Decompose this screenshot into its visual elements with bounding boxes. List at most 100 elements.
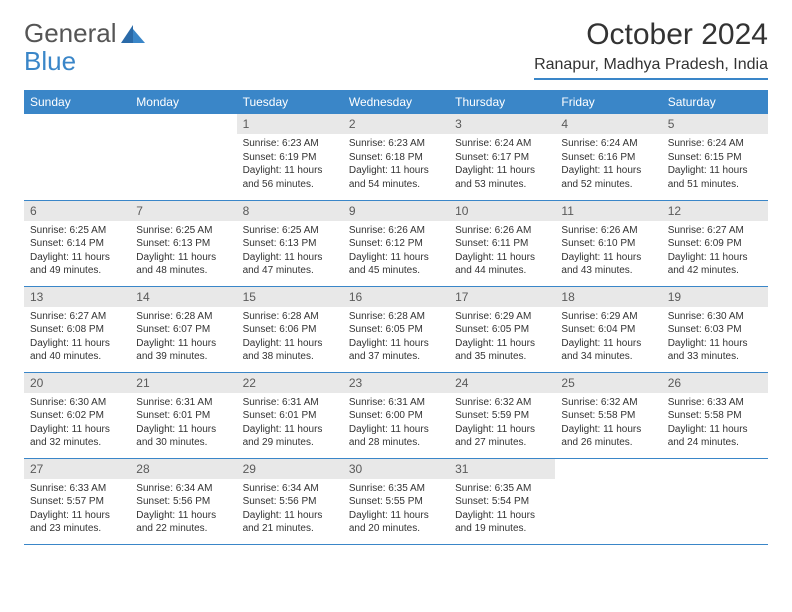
- day-number: 20: [24, 373, 130, 393]
- title-block: October 2024 Ranapur, Madhya Pradesh, In…: [534, 18, 768, 80]
- day-number: 1: [237, 114, 343, 134]
- calendar-week-row: 13Sunrise: 6:27 AMSunset: 6:08 PMDayligh…: [24, 286, 768, 372]
- day-number: 24: [449, 373, 555, 393]
- calendar-week-row: 27Sunrise: 6:33 AMSunset: 5:57 PMDayligh…: [24, 458, 768, 544]
- calendar-cell: [555, 458, 661, 544]
- calendar-cell: 11Sunrise: 6:26 AMSunset: 6:10 PMDayligh…: [555, 200, 661, 286]
- calendar-cell: 29Sunrise: 6:34 AMSunset: 5:56 PMDayligh…: [237, 458, 343, 544]
- day-number: 30: [343, 459, 449, 479]
- calendar-cell: 24Sunrise: 6:32 AMSunset: 5:59 PMDayligh…: [449, 372, 555, 458]
- calendar-cell: 28Sunrise: 6:34 AMSunset: 5:56 PMDayligh…: [130, 458, 236, 544]
- logo: General: [24, 18, 149, 49]
- page-title: October 2024: [534, 18, 768, 52]
- header: General October 2024 Ranapur, Madhya Pra…: [24, 18, 768, 80]
- calendar-cell: 19Sunrise: 6:30 AMSunset: 6:03 PMDayligh…: [662, 286, 768, 372]
- weekday-header: Saturday: [662, 90, 768, 114]
- calendar-body: 1Sunrise: 6:23 AMSunset: 6:19 PMDaylight…: [24, 114, 768, 544]
- calendar-cell: 14Sunrise: 6:28 AMSunset: 6:07 PMDayligh…: [130, 286, 236, 372]
- calendar-cell: 5Sunrise: 6:24 AMSunset: 6:15 PMDaylight…: [662, 114, 768, 200]
- weekday-header: Sunday: [24, 90, 130, 114]
- calendar-cell: [130, 114, 236, 200]
- day-content: Sunrise: 6:31 AMSunset: 6:01 PMDaylight:…: [237, 393, 343, 456]
- calendar-table: SundayMondayTuesdayWednesdayThursdayFrid…: [24, 90, 768, 545]
- calendar-cell: 3Sunrise: 6:24 AMSunset: 6:17 PMDaylight…: [449, 114, 555, 200]
- day-number: 28: [130, 459, 236, 479]
- calendar-cell: 23Sunrise: 6:31 AMSunset: 6:00 PMDayligh…: [343, 372, 449, 458]
- day-content: Sunrise: 6:24 AMSunset: 6:17 PMDaylight:…: [449, 134, 555, 197]
- day-number: 21: [130, 373, 236, 393]
- calendar-cell: 18Sunrise: 6:29 AMSunset: 6:04 PMDayligh…: [555, 286, 661, 372]
- day-number: 13: [24, 287, 130, 307]
- day-content: Sunrise: 6:34 AMSunset: 5:56 PMDaylight:…: [237, 479, 343, 542]
- day-content: Sunrise: 6:27 AMSunset: 6:09 PMDaylight:…: [662, 221, 768, 284]
- calendar-head: SundayMondayTuesdayWednesdayThursdayFrid…: [24, 90, 768, 114]
- day-content: Sunrise: 6:25 AMSunset: 6:13 PMDaylight:…: [237, 221, 343, 284]
- day-content: Sunrise: 6:28 AMSunset: 6:05 PMDaylight:…: [343, 307, 449, 370]
- day-content: Sunrise: 6:31 AMSunset: 6:00 PMDaylight:…: [343, 393, 449, 456]
- day-content: Sunrise: 6:23 AMSunset: 6:19 PMDaylight:…: [237, 134, 343, 197]
- day-number: 9: [343, 201, 449, 221]
- day-number: 16: [343, 287, 449, 307]
- day-number: 18: [555, 287, 661, 307]
- day-number: 15: [237, 287, 343, 307]
- calendar-cell: 10Sunrise: 6:26 AMSunset: 6:11 PMDayligh…: [449, 200, 555, 286]
- day-content: Sunrise: 6:26 AMSunset: 6:12 PMDaylight:…: [343, 221, 449, 284]
- day-content: Sunrise: 6:32 AMSunset: 5:58 PMDaylight:…: [555, 393, 661, 456]
- calendar-week-row: 1Sunrise: 6:23 AMSunset: 6:19 PMDaylight…: [24, 114, 768, 200]
- calendar-cell: 20Sunrise: 6:30 AMSunset: 6:02 PMDayligh…: [24, 372, 130, 458]
- weekday-header: Monday: [130, 90, 236, 114]
- day-number: 10: [449, 201, 555, 221]
- calendar-cell: 27Sunrise: 6:33 AMSunset: 5:57 PMDayligh…: [24, 458, 130, 544]
- day-content: Sunrise: 6:25 AMSunset: 6:13 PMDaylight:…: [130, 221, 236, 284]
- day-content: Sunrise: 6:26 AMSunset: 6:11 PMDaylight:…: [449, 221, 555, 284]
- day-content: Sunrise: 6:35 AMSunset: 5:55 PMDaylight:…: [343, 479, 449, 542]
- weekday-header: Thursday: [449, 90, 555, 114]
- day-number: 3: [449, 114, 555, 134]
- day-number: 6: [24, 201, 130, 221]
- calendar-cell: 30Sunrise: 6:35 AMSunset: 5:55 PMDayligh…: [343, 458, 449, 544]
- day-content: Sunrise: 6:33 AMSunset: 5:58 PMDaylight:…: [662, 393, 768, 456]
- calendar-cell: 16Sunrise: 6:28 AMSunset: 6:05 PMDayligh…: [343, 286, 449, 372]
- day-content: Sunrise: 6:30 AMSunset: 6:03 PMDaylight:…: [662, 307, 768, 370]
- logo-text-1: General: [24, 18, 117, 49]
- day-number: 7: [130, 201, 236, 221]
- day-number: 14: [130, 287, 236, 307]
- day-content: Sunrise: 6:28 AMSunset: 6:07 PMDaylight:…: [130, 307, 236, 370]
- day-number: 8: [237, 201, 343, 221]
- day-number: 17: [449, 287, 555, 307]
- day-content: Sunrise: 6:28 AMSunset: 6:06 PMDaylight:…: [237, 307, 343, 370]
- day-number: 23: [343, 373, 449, 393]
- logo-sail-icon: [119, 23, 147, 45]
- day-content: Sunrise: 6:26 AMSunset: 6:10 PMDaylight:…: [555, 221, 661, 284]
- day-content: Sunrise: 6:30 AMSunset: 6:02 PMDaylight:…: [24, 393, 130, 456]
- day-number: 5: [662, 114, 768, 134]
- day-content: Sunrise: 6:23 AMSunset: 6:18 PMDaylight:…: [343, 134, 449, 197]
- day-content: Sunrise: 6:29 AMSunset: 6:04 PMDaylight:…: [555, 307, 661, 370]
- day-content: Sunrise: 6:33 AMSunset: 5:57 PMDaylight:…: [24, 479, 130, 542]
- day-number: 29: [237, 459, 343, 479]
- calendar-cell: [24, 114, 130, 200]
- calendar-week-row: 6Sunrise: 6:25 AMSunset: 6:14 PMDaylight…: [24, 200, 768, 286]
- calendar-cell: 13Sunrise: 6:27 AMSunset: 6:08 PMDayligh…: [24, 286, 130, 372]
- day-content: Sunrise: 6:29 AMSunset: 6:05 PMDaylight:…: [449, 307, 555, 370]
- calendar-cell: 31Sunrise: 6:35 AMSunset: 5:54 PMDayligh…: [449, 458, 555, 544]
- day-content: Sunrise: 6:27 AMSunset: 6:08 PMDaylight:…: [24, 307, 130, 370]
- calendar-cell: 6Sunrise: 6:25 AMSunset: 6:14 PMDaylight…: [24, 200, 130, 286]
- day-content: Sunrise: 6:25 AMSunset: 6:14 PMDaylight:…: [24, 221, 130, 284]
- calendar-cell: 25Sunrise: 6:32 AMSunset: 5:58 PMDayligh…: [555, 372, 661, 458]
- day-number: 22: [237, 373, 343, 393]
- day-number: 25: [555, 373, 661, 393]
- location-text: Ranapur, Madhya Pradesh, India: [534, 56, 768, 80]
- weekday-header: Friday: [555, 90, 661, 114]
- day-number: 2: [343, 114, 449, 134]
- calendar-cell: 12Sunrise: 6:27 AMSunset: 6:09 PMDayligh…: [662, 200, 768, 286]
- day-number: 4: [555, 114, 661, 134]
- day-content: Sunrise: 6:32 AMSunset: 5:59 PMDaylight:…: [449, 393, 555, 456]
- calendar-cell: 9Sunrise: 6:26 AMSunset: 6:12 PMDaylight…: [343, 200, 449, 286]
- calendar-cell: 2Sunrise: 6:23 AMSunset: 6:18 PMDaylight…: [343, 114, 449, 200]
- day-number: 12: [662, 201, 768, 221]
- day-content: Sunrise: 6:34 AMSunset: 5:56 PMDaylight:…: [130, 479, 236, 542]
- calendar-cell: 8Sunrise: 6:25 AMSunset: 6:13 PMDaylight…: [237, 200, 343, 286]
- calendar-cell: 17Sunrise: 6:29 AMSunset: 6:05 PMDayligh…: [449, 286, 555, 372]
- day-content: Sunrise: 6:24 AMSunset: 6:15 PMDaylight:…: [662, 134, 768, 197]
